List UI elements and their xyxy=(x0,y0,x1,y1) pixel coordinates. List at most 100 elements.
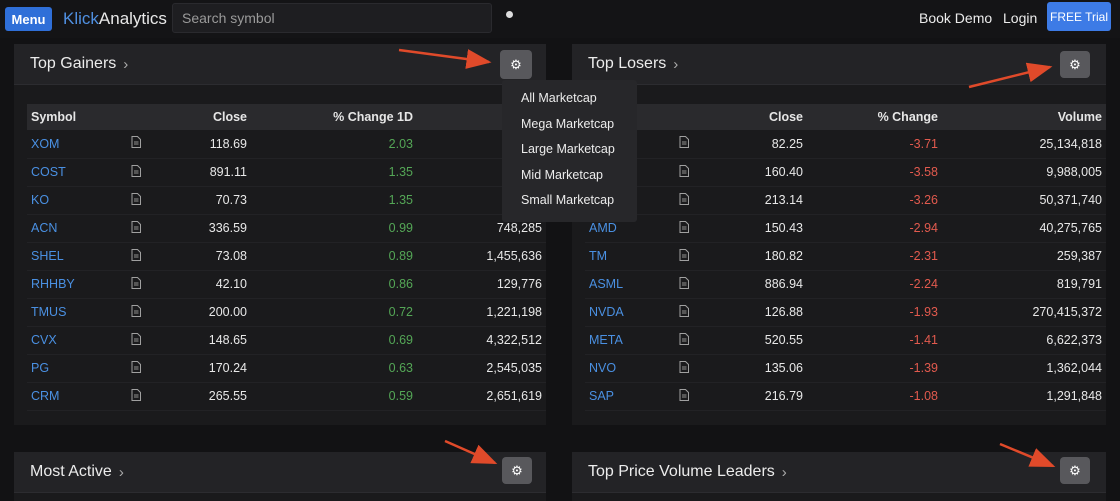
symbol-link[interactable]: KO xyxy=(27,186,127,215)
change-value: -1.41 xyxy=(807,326,942,355)
symbol-link[interactable]: PG xyxy=(27,354,127,383)
most-active-title[interactable]: Most Active › xyxy=(30,463,124,481)
table-row: SAP 216.79 -1.08 1,291,848 xyxy=(585,382,1106,411)
table-row: SHEL 73.08 0.89 1,455,636 xyxy=(27,242,546,271)
change-value: -2.24 xyxy=(807,270,942,299)
document-icon[interactable] xyxy=(127,326,145,355)
document-icon[interactable] xyxy=(675,382,693,411)
document-icon[interactable] xyxy=(675,298,693,327)
search-input[interactable] xyxy=(172,3,492,33)
login-link[interactable]: Login xyxy=(1003,10,1038,26)
change-value: -3.58 xyxy=(807,158,942,187)
chevron-right-icon: › xyxy=(123,55,129,73)
column-header-close[interactable]: Close xyxy=(768,110,803,124)
change-value: 0.99 xyxy=(251,214,417,243)
logo[interactable]: KlickAnalytics xyxy=(63,9,167,29)
document-icon[interactable] xyxy=(127,354,145,383)
column-header-volume[interactable]: Volume xyxy=(1057,110,1102,124)
document-icon[interactable] xyxy=(127,214,145,243)
symbol-link[interactable]: META xyxy=(585,326,675,355)
document-icon[interactable] xyxy=(675,242,693,271)
table-row: CVX 148.65 0.69 4,322,512 xyxy=(27,326,546,355)
document-icon[interactable] xyxy=(127,242,145,271)
document-icon[interactable] xyxy=(675,354,693,383)
symbol-link[interactable]: TMUS xyxy=(27,298,127,327)
top-navbar: Menu KlickAnalytics Book Demo Login FREE… xyxy=(0,0,1120,38)
top-losers-settings-button[interactable]: ⚙ xyxy=(1060,51,1090,78)
volume-value: 4,322,512 xyxy=(417,326,546,355)
free-trial-button[interactable]: FREE Trial xyxy=(1047,2,1111,31)
top-losers-header: Top Losers › ⚙ xyxy=(572,44,1106,85)
book-demo-link[interactable]: Book Demo xyxy=(919,10,993,26)
volume-value: 819,791 xyxy=(942,270,1106,299)
change-value: -1.08 xyxy=(807,382,942,411)
most-active-settings-button[interactable]: ⚙ xyxy=(502,457,532,484)
column-header-close[interactable]: Close xyxy=(212,110,247,124)
annotation-arrow xyxy=(999,442,1056,468)
volume-value: 259,387 xyxy=(942,242,1106,271)
volume-value: 2,545,035 xyxy=(417,354,546,383)
document-icon[interactable] xyxy=(127,186,145,215)
symbol-link[interactable]: SAP xyxy=(585,382,675,411)
document-icon[interactable] xyxy=(675,270,693,299)
column-header-change[interactable]: % Change 1D xyxy=(333,110,413,124)
close-value: 891.11 xyxy=(145,158,251,187)
document-icon[interactable] xyxy=(675,326,693,355)
document-icon[interactable] xyxy=(675,130,693,159)
symbol-link[interactable]: CVX xyxy=(27,326,127,355)
top-gainers-title[interactable]: Top Gainers › xyxy=(30,55,128,73)
top-price-volume-header: Top Price Volume Leaders › ⚙ xyxy=(572,452,1106,493)
symbol-link[interactable]: NVDA xyxy=(585,298,675,327)
symbol-link[interactable]: ACN xyxy=(27,214,127,243)
symbol-link[interactable]: RHHBY xyxy=(27,270,127,299)
close-value: 520.55 xyxy=(693,326,807,355)
document-icon[interactable] xyxy=(127,270,145,299)
dropdown-item-large-marketcap[interactable]: Large Marketcap xyxy=(521,142,615,157)
dropdown-item-all-marketcap[interactable]: All Marketcap xyxy=(521,91,597,105)
document-icon[interactable] xyxy=(675,214,693,243)
document-icon[interactable] xyxy=(127,382,145,411)
most-active-panel: Most Active › ⚙ xyxy=(14,452,546,501)
top-gainers-settings-button[interactable]: ⚙ xyxy=(500,50,532,79)
symbol-link[interactable]: NVO xyxy=(585,354,675,383)
close-value: 70.73 xyxy=(145,186,251,215)
change-value: 0.72 xyxy=(251,298,417,327)
change-value: 0.63 xyxy=(251,354,417,383)
symbol-link[interactable]: COST xyxy=(27,158,127,187)
chevron-right-icon: › xyxy=(118,463,124,481)
column-header-symbol[interactable]: Symbol xyxy=(31,110,77,124)
volume-value: 1,221,198 xyxy=(417,298,546,327)
marketcap-dropdown: All Marketcap Mega Marketcap Large Marke… xyxy=(502,80,637,222)
document-icon[interactable] xyxy=(675,158,693,187)
document-icon[interactable] xyxy=(127,298,145,327)
top-losers-title[interactable]: Top Losers › xyxy=(588,55,678,73)
table-row: PG 170.24 0.63 2,545,035 xyxy=(27,354,546,383)
column-header-change[interactable]: % Change xyxy=(877,110,938,124)
dropdown-item-mid-marketcap[interactable]: Mid Marketcap xyxy=(521,167,603,182)
dropdown-item-small-marketcap[interactable]: Small Marketcap xyxy=(521,193,615,208)
logo-part-2: Analytics xyxy=(98,9,167,28)
symbol-link[interactable]: CRM xyxy=(27,382,127,411)
table-row: TMUS 200.00 0.72 1,221,198 xyxy=(27,298,546,327)
volume-value: 129,776 xyxy=(417,270,546,299)
symbol-link[interactable]: TM xyxy=(585,242,675,271)
top-price-volume-settings-button[interactable]: ⚙ xyxy=(1060,457,1090,484)
document-icon[interactable] xyxy=(675,186,693,215)
top-price-volume-panel: Top Price Volume Leaders › ⚙ xyxy=(572,452,1106,501)
dropdown-item-mega-marketcap[interactable]: Mega Marketcap xyxy=(521,116,615,131)
change-value: -2.94 xyxy=(807,214,942,243)
symbol-link[interactable]: XOM xyxy=(27,130,127,159)
document-icon[interactable] xyxy=(127,158,145,187)
document-icon[interactable] xyxy=(127,130,145,159)
status-dot-icon xyxy=(506,11,513,18)
table-row: NVDA 126.88 -1.93 270,415,372 xyxy=(585,298,1106,327)
top-price-volume-title[interactable]: Top Price Volume Leaders › xyxy=(588,463,787,481)
top-price-volume-title-text: Top Price Volume Leaders xyxy=(588,463,775,480)
menu-button[interactable]: Menu xyxy=(5,7,52,31)
change-value: -2.31 xyxy=(807,242,942,271)
top-gainers-header: Top Gainers › ⚙ xyxy=(14,44,546,85)
symbol-link[interactable]: SHEL xyxy=(27,242,127,271)
close-value: 73.08 xyxy=(145,242,251,271)
top-gainers-title-text: Top Gainers xyxy=(30,55,117,72)
symbol-link[interactable]: ASML xyxy=(585,270,675,299)
